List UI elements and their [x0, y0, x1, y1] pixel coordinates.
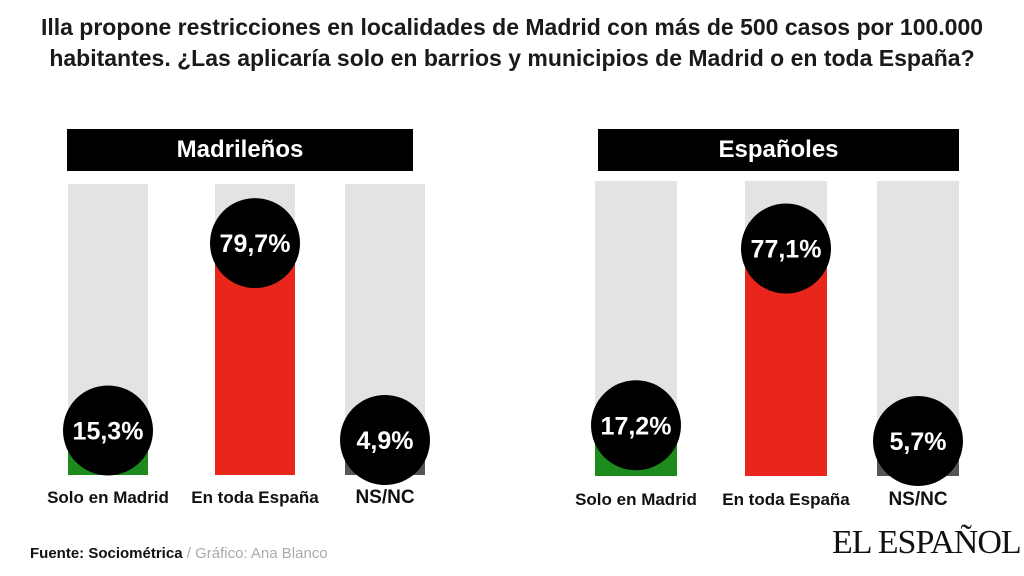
- footer-separator: /: [182, 545, 196, 562]
- value-bubble-p0-toda-espana: [210, 198, 300, 289]
- data-label-p1-toda-espana: 77,1%: [751, 236, 822, 264]
- footer-source: Fuente: Sociométrica: [30, 545, 183, 562]
- category-label-p1-nsnc: NS/NC: [888, 489, 947, 510]
- panel-header-madrilenos: Madrileños: [67, 129, 413, 171]
- data-label-p1-nsnc: 5,7%: [890, 428, 947, 456]
- category-label-p0-toda-espana: En toda España: [191, 488, 319, 507]
- category-label-p1-toda-espana: En toda España: [722, 490, 850, 509]
- category-label-p1-solo-madrid: Solo en Madrid: [575, 490, 697, 509]
- panel-header-espanoles: Españoles: [598, 129, 959, 171]
- chart-title: Illa propone restricciones en localidade…: [40, 14, 984, 71]
- data-label-p0-toda-espana: 79,7%: [220, 230, 291, 258]
- value-bubble-p0-solo-madrid: [63, 385, 153, 476]
- data-label-p0-nsnc: 4,9%: [357, 427, 414, 455]
- value-bubble-p1-nsnc: [873, 396, 963, 486]
- el-espanol-logo: EL ESPAÑOL: [832, 524, 1022, 561]
- value-bubble-p1-toda-espana: [741, 203, 831, 294]
- category-label-p0-nsnc: NS/NC: [355, 487, 414, 508]
- value-bubble-p1-solo-madrid: [591, 380, 681, 471]
- category-label-p0-solo-madrid: Solo en Madrid: [47, 488, 169, 507]
- value-bubble-p0-nsnc: [340, 395, 430, 485]
- footer-credit: Gráfico: Ana Blanco: [195, 545, 328, 562]
- data-label-p1-solo-madrid: 17,2%: [601, 412, 672, 440]
- footer: Fuente: Sociométrica / Gráfico: Ana Blan…: [30, 545, 328, 562]
- data-label-p0-solo-madrid: 15,3%: [73, 417, 144, 445]
